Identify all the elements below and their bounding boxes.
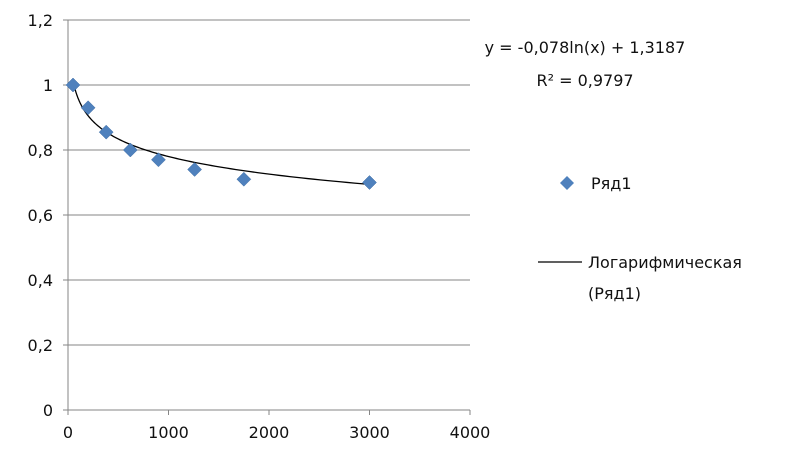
axes <box>63 19 471 415</box>
legend-label-series1: Ряд1 <box>591 174 632 193</box>
x-tick-label-1: 1000 <box>148 423 189 442</box>
legend-label-trendline-line1: Логарифмическая <box>588 253 742 272</box>
y-tick-label-6: 1,2 <box>28 11 53 30</box>
x-tick-labels: 0 1000 2000 3000 4000 <box>63 423 490 442</box>
x-tick-label-0: 0 <box>63 423 73 442</box>
x-tick-label-2: 2000 <box>249 423 290 442</box>
legend: Ряд1 Логарифмическая (Ряд1) <box>538 174 742 303</box>
y-tick-label-5: 1 <box>43 76 53 95</box>
data-point-2 <box>98 124 114 140</box>
y-tick-labels: 0 0,2 0,4 0,6 0,8 1 1,2 <box>28 11 53 420</box>
y-tick-label-1: 0,2 <box>28 336 53 355</box>
data-point-1 <box>80 100 96 116</box>
trendline-equation: y = -0,078ln(x) + 1,3187 <box>485 38 686 57</box>
y-tick-label-0: 0 <box>43 401 53 420</box>
data-point-3 <box>122 142 138 158</box>
trendline-path <box>72 80 370 186</box>
x-tick-label-4: 4000 <box>450 423 491 442</box>
r-squared-label: R² = 0,9797 <box>536 71 633 90</box>
data-point-5 <box>187 162 202 177</box>
data-point-7 <box>362 175 377 190</box>
x-tick-label-3: 3000 <box>349 423 390 442</box>
y-tick-label-3: 0,6 <box>28 206 53 225</box>
data-point-6 <box>236 171 252 187</box>
trendline-group <box>72 80 370 186</box>
legend-marker-series1 <box>560 176 574 190</box>
gridlines <box>68 19 470 346</box>
y-tick-label-4: 0,8 <box>28 141 53 160</box>
data-points <box>65 77 377 190</box>
y-tick-label-2: 0,4 <box>28 271 53 290</box>
legend-label-trendline-line2: (Ряд1) <box>588 284 641 303</box>
data-point-4 <box>151 152 166 168</box>
data-point-0 <box>65 77 81 93</box>
